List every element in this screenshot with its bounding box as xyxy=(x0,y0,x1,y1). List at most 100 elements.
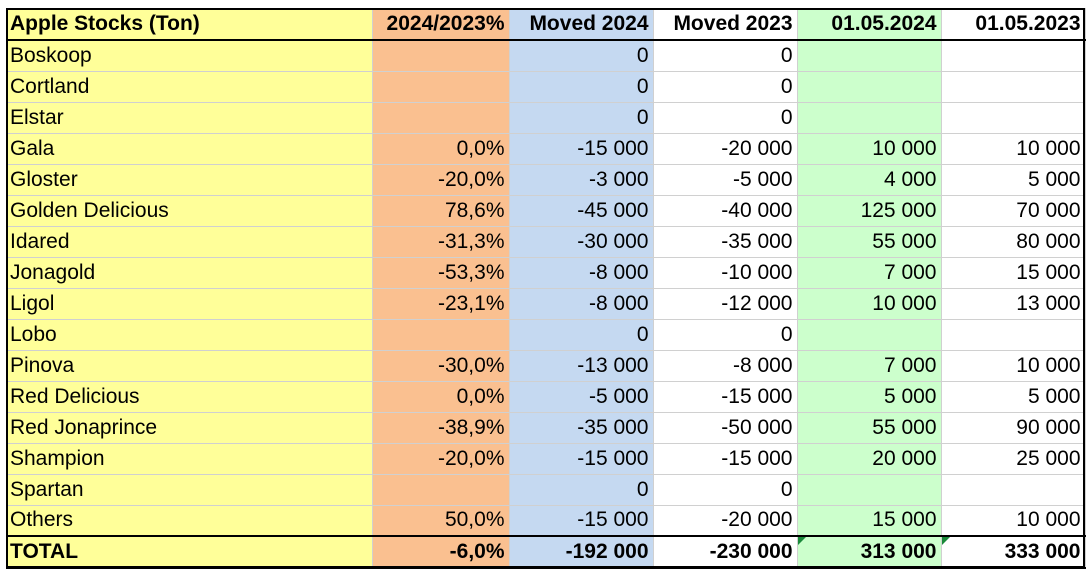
name-cell[interactable]: Shampion xyxy=(6,443,373,475)
date-2023-cell[interactable]: 13 000 xyxy=(941,288,1086,320)
total-moved-2024-cell[interactable]: -192 000 xyxy=(509,535,654,569)
header-moved-2024[interactable]: Moved 2024 xyxy=(509,8,654,41)
date-2024-cell[interactable] xyxy=(797,40,942,72)
date-2023-cell[interactable] xyxy=(941,102,1086,134)
moved-2023-cell[interactable]: -15 000 xyxy=(653,443,798,475)
pct-cell[interactable] xyxy=(372,71,510,103)
pct-cell[interactable] xyxy=(372,40,510,72)
header-name[interactable]: Apple Stocks (Ton) xyxy=(6,8,373,41)
pct-cell[interactable]: -23,1% xyxy=(372,288,510,320)
moved-2024-cell[interactable]: 0 xyxy=(509,102,654,134)
name-cell[interactable]: Golden Delicious xyxy=(6,195,373,227)
date-2023-cell[interactable]: 90 000 xyxy=(941,412,1086,444)
moved-2024-cell[interactable]: -15 000 xyxy=(509,443,654,475)
pct-cell[interactable] xyxy=(372,319,510,351)
date-2023-cell[interactable]: 15 000 xyxy=(941,257,1086,289)
date-2024-cell[interactable]: 15 000 xyxy=(797,505,942,537)
name-cell[interactable]: Elstar xyxy=(6,102,373,134)
name-cell[interactable]: Lobo xyxy=(6,319,373,351)
name-cell[interactable]: Cortland xyxy=(6,71,373,103)
header-moved-2023[interactable]: Moved 2023 xyxy=(653,8,798,41)
header-date-2023[interactable]: 01.05.2023 xyxy=(941,8,1086,41)
date-2024-cell[interactable]: 20 000 xyxy=(797,443,942,475)
pct-cell[interactable]: 50,0% xyxy=(372,505,510,537)
total-date-2023-cell[interactable]: 333 000 xyxy=(941,535,1086,569)
date-2023-cell[interactable]: 5 000 xyxy=(941,164,1086,196)
total-date-2024-cell[interactable]: 313 000 xyxy=(797,535,942,569)
total-name-cell[interactable]: TOTAL xyxy=(6,535,373,569)
moved-2024-cell[interactable]: -8 000 xyxy=(509,288,654,320)
moved-2023-cell[interactable]: -15 000 xyxy=(653,381,798,413)
moved-2024-cell[interactable]: 0 xyxy=(509,474,654,506)
moved-2024-cell[interactable]: 0 xyxy=(509,40,654,72)
moved-2023-cell[interactable]: -20 000 xyxy=(653,133,798,165)
date-2023-cell[interactable] xyxy=(941,474,1086,506)
pct-cell[interactable]: 0,0% xyxy=(372,381,510,413)
date-2023-cell[interactable]: 5 000 xyxy=(941,381,1086,413)
moved-2023-cell[interactable]: 0 xyxy=(653,319,798,351)
moved-2024-cell[interactable]: -30 000 xyxy=(509,226,654,258)
moved-2024-cell[interactable]: -35 000 xyxy=(509,412,654,444)
pct-cell[interactable]: -53,3% xyxy=(372,257,510,289)
moved-2023-cell[interactable]: -40 000 xyxy=(653,195,798,227)
date-2023-cell[interactable] xyxy=(941,319,1086,351)
moved-2023-cell[interactable]: -20 000 xyxy=(653,505,798,537)
date-2024-cell[interactable]: 7 000 xyxy=(797,257,942,289)
date-2023-cell[interactable] xyxy=(941,71,1086,103)
moved-2024-cell[interactable]: -5 000 xyxy=(509,381,654,413)
date-2024-cell[interactable] xyxy=(797,474,942,506)
header-pct[interactable]: 2024/2023% xyxy=(372,8,510,41)
moved-2023-cell[interactable]: 0 xyxy=(653,71,798,103)
moved-2024-cell[interactable]: 0 xyxy=(509,319,654,351)
moved-2023-cell[interactable]: 0 xyxy=(653,102,798,134)
name-cell[interactable]: Gala xyxy=(6,133,373,165)
moved-2024-cell[interactable]: 0 xyxy=(509,71,654,103)
moved-2024-cell[interactable]: -45 000 xyxy=(509,195,654,227)
moved-2023-cell[interactable]: -10 000 xyxy=(653,257,798,289)
name-cell[interactable]: Red Delicious xyxy=(6,381,373,413)
pct-cell[interactable] xyxy=(372,102,510,134)
date-2023-cell[interactable] xyxy=(941,40,1086,72)
name-cell[interactable]: Idared xyxy=(6,226,373,258)
name-cell[interactable]: Spartan xyxy=(6,474,373,506)
date-2024-cell[interactable] xyxy=(797,319,942,351)
moved-2024-cell[interactable]: -3 000 xyxy=(509,164,654,196)
pct-cell[interactable]: -31,3% xyxy=(372,226,510,258)
date-2023-cell[interactable]: 10 000 xyxy=(941,350,1086,382)
name-cell[interactable]: Others xyxy=(6,505,373,537)
date-2024-cell[interactable]: 10 000 xyxy=(797,133,942,165)
moved-2023-cell[interactable]: -12 000 xyxy=(653,288,798,320)
name-cell[interactable]: Gloster xyxy=(6,164,373,196)
moved-2023-cell[interactable]: 0 xyxy=(653,40,798,72)
moved-2023-cell[interactable]: -5 000 xyxy=(653,164,798,196)
pct-cell[interactable]: -20,0% xyxy=(372,443,510,475)
name-cell[interactable]: Red Jonaprince xyxy=(6,412,373,444)
date-2024-cell[interactable]: 4 000 xyxy=(797,164,942,196)
moved-2023-cell[interactable]: -50 000 xyxy=(653,412,798,444)
moved-2024-cell[interactable]: -15 000 xyxy=(509,505,654,537)
moved-2024-cell[interactable]: -15 000 xyxy=(509,133,654,165)
date-2024-cell[interactable]: 55 000 xyxy=(797,412,942,444)
moved-2024-cell[interactable]: -8 000 xyxy=(509,257,654,289)
total-pct-cell[interactable]: -6,0% xyxy=(372,535,510,569)
date-2023-cell[interactable]: 10 000 xyxy=(941,505,1086,537)
name-cell[interactable]: Boskoop xyxy=(6,40,373,72)
moved-2023-cell[interactable]: 0 xyxy=(653,474,798,506)
name-cell[interactable]: Ligol xyxy=(6,288,373,320)
date-2023-cell[interactable]: 70 000 xyxy=(941,195,1086,227)
date-2024-cell[interactable] xyxy=(797,102,942,134)
date-2024-cell[interactable]: 55 000 xyxy=(797,226,942,258)
moved-2023-cell[interactable]: -35 000 xyxy=(653,226,798,258)
pct-cell[interactable]: -38,9% xyxy=(372,412,510,444)
total-moved-2023-cell[interactable]: -230 000 xyxy=(653,535,798,569)
name-cell[interactable]: Pinova xyxy=(6,350,373,382)
moved-2024-cell[interactable]: -13 000 xyxy=(509,350,654,382)
date-2024-cell[interactable]: 10 000 xyxy=(797,288,942,320)
pct-cell[interactable]: 0,0% xyxy=(372,133,510,165)
date-2024-cell[interactable]: 5 000 xyxy=(797,381,942,413)
pct-cell[interactable]: -30,0% xyxy=(372,350,510,382)
header-date-2024[interactable]: 01.05.2024 xyxy=(797,8,942,41)
pct-cell[interactable]: 78,6% xyxy=(372,195,510,227)
name-cell[interactable]: Jonagold xyxy=(6,257,373,289)
pct-cell[interactable] xyxy=(372,474,510,506)
